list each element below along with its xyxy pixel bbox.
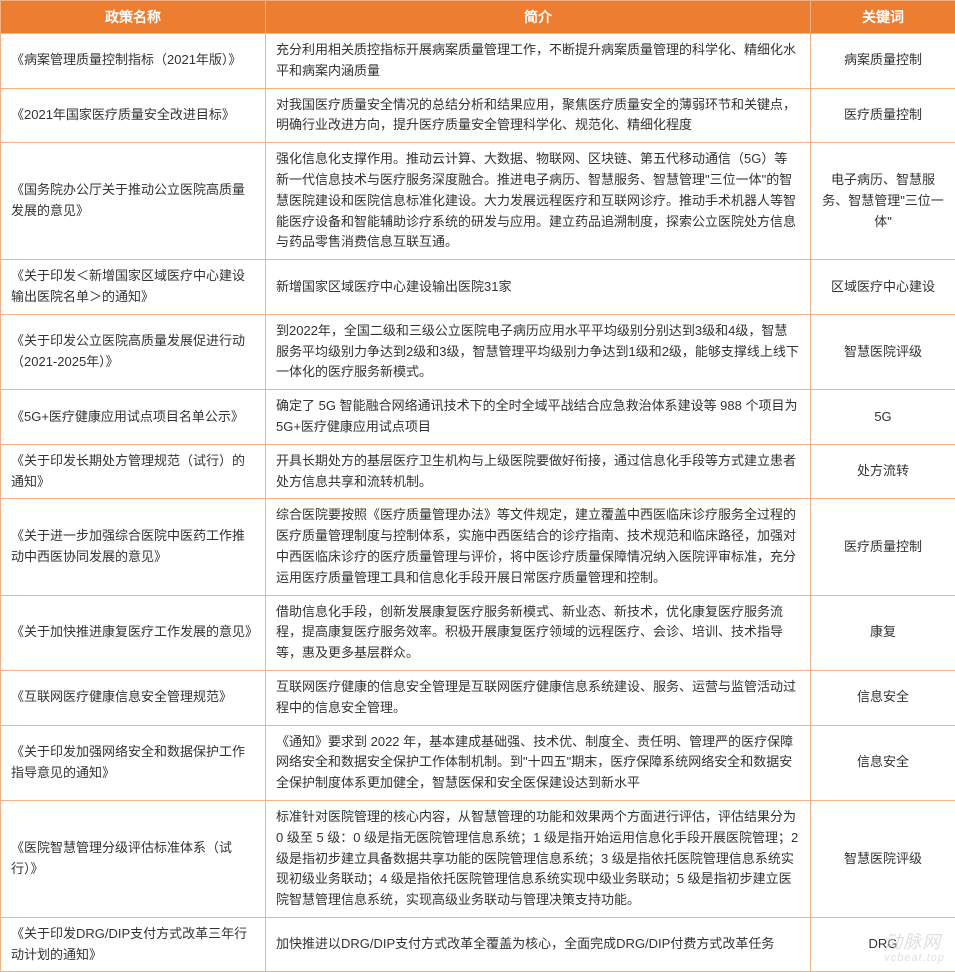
policy-keyword-cell: 处方流转 [811,444,955,499]
policy-keyword-cell: 信息安全 [811,670,955,725]
table-row: 《病案管理质量控制指标（2021年版）》充分利用相关质控指标开展病案质量管理工作… [1,34,955,89]
policy-name-cell: 《关于印发加强网络安全和数据保护工作指导意见的通知》 [1,725,266,800]
policy-name-cell: 《病案管理质量控制指标（2021年版）》 [1,34,266,89]
policy-keyword-cell: 医疗质量控制 [811,88,955,143]
policy-desc-cell: 开具长期处方的基层医疗卫生机构与上级医院要做好衔接，通过信息化手段等方式建立患者… [266,444,811,499]
table-row: 《医院智慧管理分级评估标准体系（试行）》标准针对医院管理的核心内容，从智慧管理的… [1,800,955,917]
policy-desc-cell: 到2022年，全国二级和三级公立医院电子病历应用水平平均级别分别达到3级和4级，… [266,314,811,389]
policy-desc-cell: 加快推进以DRG/DIP支付方式改革全覆盖为核心，全面完成DRG/DIP付费方式… [266,917,811,972]
policy-name-cell: 《关于加快推进康复医疗工作发展的意见》 [1,595,266,670]
table-row: 《互联网医疗健康信息安全管理规范》互联网医疗健康的信息安全管理是互联网医疗健康信… [1,670,955,725]
policy-keyword-cell: 5G [811,390,955,445]
policy-keyword-cell: 电子病历、智慧服务、智慧管理"三位一体" [811,143,955,260]
header-name: 政策名称 [1,1,266,34]
policy-name-cell: 《关于印发＜新增国家区域医疗中心建设输出医院名单＞的通知》 [1,260,266,315]
table-row: 《关于加快推进康复医疗工作发展的意见》借助信息化手段，创新发展康复医疗服务新模式… [1,595,955,670]
policy-desc-cell: 《通知》要求到 2022 年，基本建成基础强、技术优、制度全、责任明、管理严的医… [266,725,811,800]
table-row: 《关于印发＜新增国家区域医疗中心建设输出医院名单＞的通知》新增国家区域医疗中心建… [1,260,955,315]
policy-keyword-cell: 信息安全 [811,725,955,800]
table-row: 《关于印发长期处方管理规范（试行）的通知》开具长期处方的基层医疗卫生机构与上级医… [1,444,955,499]
policy-name-cell: 《关于进一步加强综合医院中医药工作推动中西医协同发展的意见》 [1,499,266,595]
policy-desc-cell: 互联网医疗健康的信息安全管理是互联网医疗健康信息系统建设、服务、运营与监管活动过… [266,670,811,725]
policy-desc-cell: 新增国家区域医疗中心建设输出医院31家 [266,260,811,315]
policy-desc-cell: 标准针对医院管理的核心内容，从智慧管理的功能和效果两个方面进行评估，评估结果分为… [266,800,811,917]
policy-desc-cell: 对我国医疗质量安全情况的总结分析和结果应用，聚焦医疗质量安全的薄弱环节和关键点，… [266,88,811,143]
table-row: 《关于印发加强网络安全和数据保护工作指导意见的通知》《通知》要求到 2022 年… [1,725,955,800]
policy-keyword-cell: 康复 [811,595,955,670]
policy-name-cell: 《国务院办公厅关于推动公立医院高质量发展的意见》 [1,143,266,260]
policy-desc-cell: 强化信息化支撑作用。推动云计算、大数据、物联网、区块链、第五代移动通信（5G）等… [266,143,811,260]
policy-keyword-cell: DRG [811,917,955,972]
table-row: 《关于进一步加强综合医院中医药工作推动中西医协同发展的意见》综合医院要按照《医疗… [1,499,955,595]
policy-desc-cell: 确定了 5G 智能融合网络通讯技术下的全时全域平战结合应急救治体系建设等 988… [266,390,811,445]
table-row: 《2021年国家医疗质量安全改进目标》对我国医疗质量安全情况的总结分析和结果应用… [1,88,955,143]
table-row: 《5G+医疗健康应用试点项目名单公示》确定了 5G 智能融合网络通讯技术下的全时… [1,390,955,445]
policy-desc-cell: 借助信息化手段，创新发展康复医疗服务新模式、新业态、新技术，优化康复医疗服务流程… [266,595,811,670]
policy-keyword-cell: 医疗质量控制 [811,499,955,595]
policy-name-cell: 《互联网医疗健康信息安全管理规范》 [1,670,266,725]
policy-desc-cell: 充分利用相关质控指标开展病案质量管理工作，不断提升病案质量管理的科学化、精细化水… [266,34,811,89]
policy-keyword-cell: 智慧医院评级 [811,314,955,389]
table-row: 《关于印发DRG/DIP支付方式改革三年行动计划的通知》加快推进以DRG/DIP… [1,917,955,972]
policy-table: 政策名称 简介 关键词 《病案管理质量控制指标（2021年版）》充分利用相关质控… [0,0,955,972]
policy-name-cell: 《5G+医疗健康应用试点项目名单公示》 [1,390,266,445]
header-desc: 简介 [266,1,811,34]
header-row: 政策名称 简介 关键词 [1,1,955,34]
policy-name-cell: 《关于印发公立医院高质量发展促进行动（2021-2025年）》 [1,314,266,389]
header-kw: 关键词 [811,1,955,34]
table-row: 《国务院办公厅关于推动公立医院高质量发展的意见》强化信息化支撑作用。推动云计算、… [1,143,955,260]
table-row: 《关于印发公立医院高质量发展促进行动（2021-2025年）》到2022年，全国… [1,314,955,389]
policy-name-cell: 《2021年国家医疗质量安全改进目标》 [1,88,266,143]
policy-desc-cell: 综合医院要按照《医疗质量管理办法》等文件规定，建立覆盖中西医临床诊疗服务全过程的… [266,499,811,595]
policy-name-cell: 《关于印发长期处方管理规范（试行）的通知》 [1,444,266,499]
policy-keyword-cell: 智慧医院评级 [811,800,955,917]
policy-keyword-cell: 病案质量控制 [811,34,955,89]
policy-name-cell: 《关于印发DRG/DIP支付方式改革三年行动计划的通知》 [1,917,266,972]
policy-keyword-cell: 区域医疗中心建设 [811,260,955,315]
policy-name-cell: 《医院智慧管理分级评估标准体系（试行）》 [1,800,266,917]
